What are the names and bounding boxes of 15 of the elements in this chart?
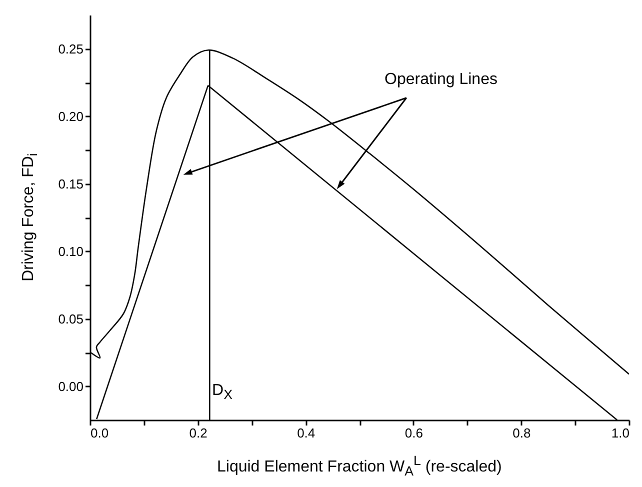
y-tick-label: 0.20 xyxy=(58,108,84,124)
y-tick-label: 0.00 xyxy=(58,378,84,394)
x-tick-label: 0.0 xyxy=(90,426,109,440)
x-tick-label: 0.6 xyxy=(404,426,423,440)
x-tick-label: 0.8 xyxy=(512,426,531,440)
x-tick-label: 0.4 xyxy=(297,426,316,440)
x-tick-label: 1.0 xyxy=(611,426,630,440)
y-tick-label: 0.10 xyxy=(58,244,84,259)
y-tick-label: 0.15 xyxy=(58,176,84,192)
y-tick-label: 0.05 xyxy=(58,311,84,326)
x-tick-label: 0.2 xyxy=(189,426,208,440)
x-axis-title: Liquid Element Fraction W$_{A}$$^{L}$ (re-scaled) xyxy=(217,453,502,479)
annotation: D$_{X}$ xyxy=(212,382,232,402)
y-tick-label: 0.25 xyxy=(58,41,84,56)
annotation: Operating Lines xyxy=(384,71,498,88)
